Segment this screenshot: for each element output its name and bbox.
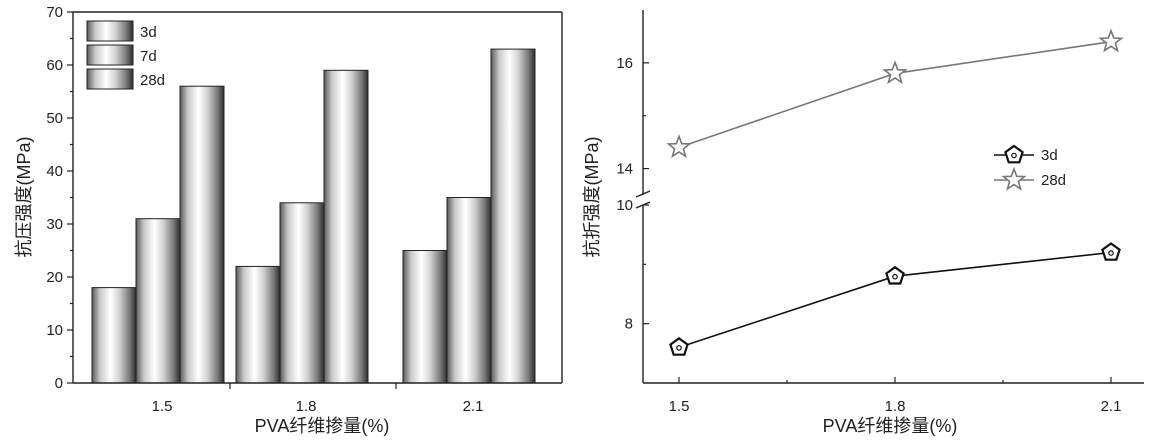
legend-label-3d: 3d xyxy=(1041,147,1058,164)
y-tick-label: 14 xyxy=(616,161,633,178)
y-tick-label: 10 xyxy=(46,322,63,339)
x-tick-label: 2.1 xyxy=(463,398,484,415)
compressive-strength-chart: 0 10 20 30 40 50 60 70 1.5 1.8 2.1 PVA纤维掺量(%) 抗压强… xyxy=(14,4,563,436)
y-tick-group: 8 10 14 16 xyxy=(616,55,649,333)
data-point-3d-1.8-center xyxy=(892,273,898,280)
series-line-28d xyxy=(678,40,1112,149)
x-tick-group: 1.5 1.8 2.1 xyxy=(152,383,484,415)
x-tick-label: 1.5 xyxy=(669,398,690,415)
legend-swatch-7d xyxy=(86,44,134,66)
bar-28d-1.5 xyxy=(179,85,225,384)
y-axis-title: 抗压强度(MPa) xyxy=(14,137,34,258)
legend-label-28d: 28d xyxy=(1041,172,1066,189)
bar-3d-1.8 xyxy=(235,265,281,384)
data-point-3d-1.5 xyxy=(669,337,689,356)
data-point-28d-1.5 xyxy=(666,134,692,159)
bar-28d-2.1 xyxy=(490,48,536,384)
legend: 3d 7d 28d xyxy=(86,20,165,90)
y-tick-label: 16 xyxy=(616,55,633,72)
axis-break-mark xyxy=(635,190,651,198)
x-tick-label: 1.5 xyxy=(152,398,173,415)
legend-marker-28d xyxy=(1001,166,1027,191)
data-point-3d-2.1-center xyxy=(1108,250,1114,256)
x-tick-group: 1.5 1.8 2.1 xyxy=(669,377,1122,415)
y-tick-label: 10 xyxy=(616,197,633,214)
y-tick-label: 0 xyxy=(55,375,63,392)
series-group xyxy=(666,28,1124,356)
legend-marker-3d xyxy=(1004,144,1024,164)
legend-label-28d: 28d xyxy=(140,72,165,89)
data-point-3d-1.8 xyxy=(885,265,905,285)
x-tick-label: 1.8 xyxy=(296,398,317,415)
y-tick-group: 0 10 20 30 40 50 60 70 xyxy=(46,4,73,392)
data-point-3d-2.1 xyxy=(1101,242,1121,261)
bar-7d-2.1 xyxy=(446,197,492,384)
bar-3d-2.1 xyxy=(402,250,448,384)
x-axis-title: PVA纤维掺量(%) xyxy=(255,416,390,436)
y-tick-label: 8 xyxy=(625,316,633,333)
y-tick-label: 60 xyxy=(46,57,63,74)
legend-marker-3d-center xyxy=(1011,152,1017,159)
x-tick-label: 1.8 xyxy=(885,398,906,415)
y-tick-label: 70 xyxy=(46,4,63,21)
bar-7d-1.5 xyxy=(135,218,181,384)
bar-7d-1.8 xyxy=(279,202,325,384)
y-tick-label: 30 xyxy=(46,216,63,233)
x-axis-title: PVA纤维掺量(%) xyxy=(823,416,958,436)
bar-3d-1.5 xyxy=(91,287,137,384)
bar-28d-1.8 xyxy=(323,69,369,384)
legend-label-7d: 7d xyxy=(140,48,157,65)
x-tick-label: 2.1 xyxy=(1101,398,1122,415)
flexural-strength-chart: 8 10 14 16 1.5 1.8 2.1 PVA纤维掺量(%) 抗折强度(MPa) 3… xyxy=(582,10,1144,436)
legend-swatch-3d xyxy=(86,20,134,42)
y-tick-label: 50 xyxy=(46,110,63,127)
data-point-3d-1.5-center xyxy=(676,345,682,351)
y-tick-label: 20 xyxy=(46,269,63,286)
data-point-28d-1.8 xyxy=(882,60,908,85)
y-tick-label: 40 xyxy=(46,163,63,180)
y-axis-title: 抗折强度(MPa) xyxy=(582,137,602,258)
bar-group xyxy=(91,48,536,384)
legend-label-3d: 3d xyxy=(140,24,157,41)
legend-swatch-28d xyxy=(86,68,134,90)
data-point-28d-2.1 xyxy=(1098,28,1124,53)
